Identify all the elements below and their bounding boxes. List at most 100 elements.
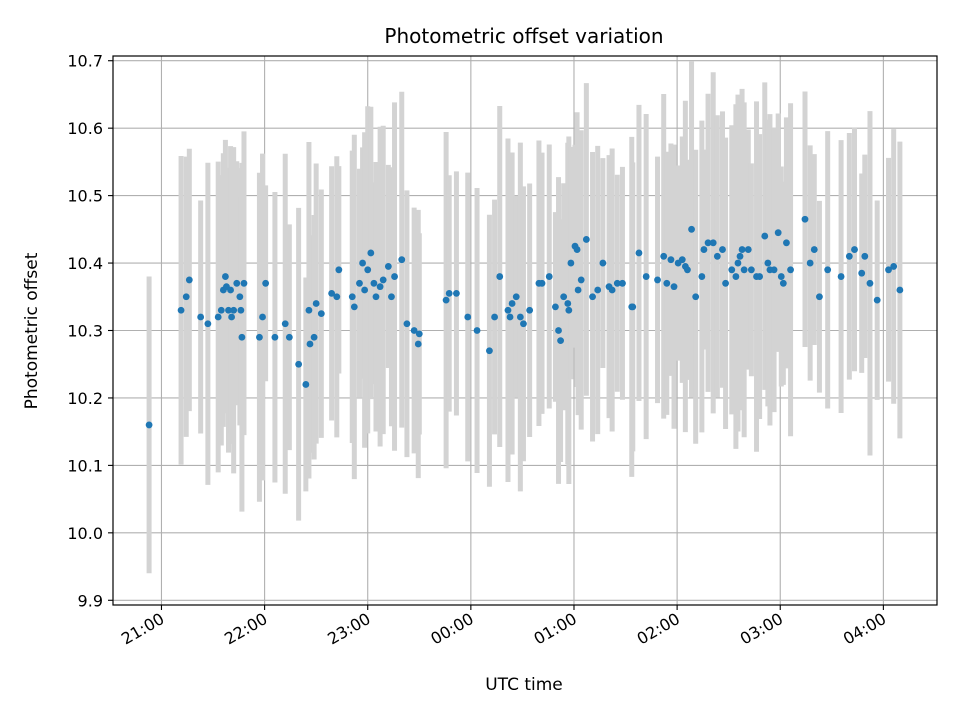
data-point <box>779 279 787 287</box>
data-point <box>379 276 387 284</box>
data-point <box>312 300 320 307</box>
data-point <box>608 286 616 294</box>
data-point <box>214 313 222 321</box>
data-point <box>317 310 325 318</box>
y-tick-label: 10.5 <box>67 187 103 206</box>
data-point <box>259 313 266 321</box>
data-point <box>256 333 263 341</box>
data-point <box>719 246 726 253</box>
data-point <box>747 266 755 274</box>
data-point <box>732 273 740 280</box>
data-point <box>328 290 336 297</box>
data-point <box>145 421 153 429</box>
data-point <box>388 293 395 301</box>
y-axis-label: Photometric offset <box>22 252 42 409</box>
data-point <box>700 246 708 253</box>
data-point <box>361 286 369 294</box>
data-point <box>806 259 814 267</box>
y-tick-label: 10.4 <box>67 254 103 273</box>
data-point <box>302 381 310 388</box>
data-point <box>722 279 729 287</box>
data-point <box>506 313 514 321</box>
data-point <box>684 266 691 274</box>
data-point <box>845 252 853 260</box>
data-point <box>837 273 845 280</box>
data-point <box>217 306 225 314</box>
x-tick-label: 01:00 <box>531 609 580 649</box>
data-point <box>770 266 778 274</box>
data-point <box>415 330 423 338</box>
data-point <box>526 306 534 314</box>
y-tick-label: 10.1 <box>67 456 103 475</box>
data-point <box>356 279 363 287</box>
data-point <box>810 246 818 253</box>
data-point <box>271 333 279 341</box>
data-point <box>599 259 607 267</box>
data-point <box>709 239 717 247</box>
data-point <box>348 293 356 301</box>
data-point <box>391 273 398 280</box>
x-axis-ticks: 21:00 22:00 23:00 00:00 01:00 02:00 03:00 04:00 <box>118 605 889 649</box>
x-tick-label: 02:00 <box>634 609 683 649</box>
data-point <box>442 296 450 304</box>
data-point <box>486 347 493 355</box>
data-point <box>573 246 581 253</box>
data-point <box>372 293 380 301</box>
data-point <box>230 306 238 314</box>
data-point <box>896 286 904 294</box>
data-point <box>228 313 235 321</box>
x-tick-label: 23:00 <box>324 609 373 649</box>
data-point <box>410 327 418 334</box>
x-tick-label: 03:00 <box>737 609 786 649</box>
data-point <box>516 313 524 321</box>
y-axis-ticks: 9.9 10.0 10.1 10.2 10.3 10.4 10.5 10.6 10.7 <box>67 52 113 610</box>
data-point <box>295 360 303 368</box>
data-point <box>555 327 562 334</box>
data-point <box>756 273 764 280</box>
data-point <box>236 293 244 301</box>
data-point <box>305 306 313 314</box>
data-point <box>538 279 546 287</box>
data-point <box>642 273 650 280</box>
data-point <box>453 290 460 297</box>
data-point <box>736 252 744 260</box>
data-point <box>816 293 823 301</box>
data-point <box>777 273 785 280</box>
y-tick-label: 9.9 <box>78 591 103 610</box>
x-tick-label: 22:00 <box>221 609 270 649</box>
y-tick-label: 10.3 <box>67 322 103 341</box>
data-point <box>545 273 553 280</box>
data-point <box>565 306 573 314</box>
data-point <box>740 266 748 274</box>
data-point <box>384 263 392 270</box>
data-point <box>238 333 246 341</box>
data-point <box>577 276 585 284</box>
y-tick-label: 10.0 <box>67 524 103 543</box>
data-point <box>688 225 695 233</box>
data-point <box>801 215 809 223</box>
data-point <box>858 269 866 277</box>
data-point <box>667 256 675 264</box>
data-point <box>306 340 314 348</box>
data-point <box>713 252 721 260</box>
data-point <box>567 259 575 267</box>
data-point <box>491 313 498 321</box>
y-tick-label: 10.6 <box>67 119 103 138</box>
data-point <box>512 293 520 301</box>
data-point <box>678 256 686 264</box>
data-point <box>698 273 706 280</box>
data-point <box>262 279 270 287</box>
data-point <box>873 296 881 304</box>
data-point <box>182 293 190 301</box>
data-point <box>589 293 596 301</box>
data-point <box>508 300 516 307</box>
y-tick-label: 10.2 <box>67 389 103 408</box>
data-point <box>403 320 411 328</box>
data-point <box>764 259 772 267</box>
data-point <box>240 279 248 287</box>
data-point <box>504 306 512 314</box>
data-points <box>145 215 904 429</box>
data-point <box>473 327 481 334</box>
chart-title: Photometric offset variation <box>384 24 663 48</box>
data-point <box>496 273 504 280</box>
